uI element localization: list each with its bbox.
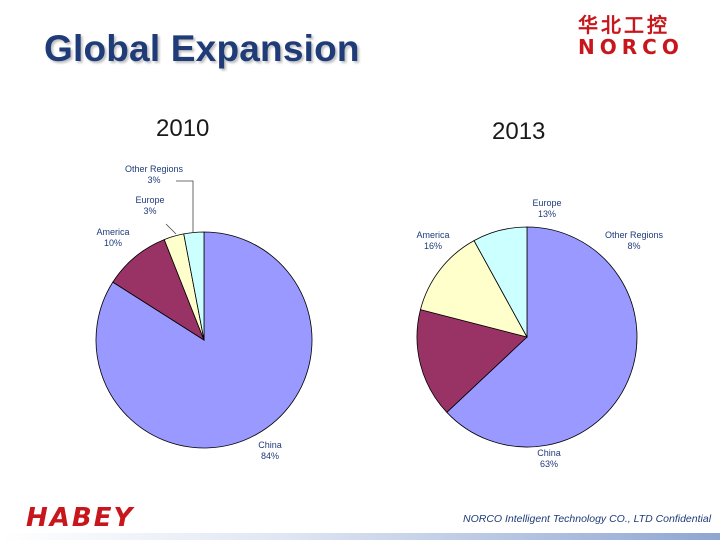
pie-slice-china [446,226,638,448]
slice-label-europe: Europe [532,198,561,208]
pie-slice-america [416,309,528,413]
footer-bar [0,533,720,540]
leader-line-europe [165,223,177,235]
pie-slice-other-regions [183,231,205,341]
slice-value-china: 84% [261,451,279,461]
chart-2010-title: 2010 [156,115,210,142]
pie-slice-other-regions [473,226,528,338]
slice-label-america: America [416,230,449,240]
slice-label-america: America [96,227,129,237]
slice-value-america: 10% [104,238,122,248]
slice-label-other-regions: Other Regions [605,230,664,240]
slide-title: Global Expansion [44,28,360,69]
pie-slice-europe [419,240,528,338]
chart-2013-title: 2013 [492,118,546,145]
norco-logo-cn: 华北工控 [578,13,670,37]
norco-logo: 华北工控 NORCO [578,14,686,64]
leader-line-other-regions [176,180,194,232]
slice-label-other-regions: Other Regions [125,164,184,174]
slice-label-europe: Europe [135,195,164,205]
slice-value-other-regions: 8% [627,241,640,251]
slice-value-other-regions: 3% [147,175,160,185]
slice-label-china: China [537,448,561,458]
slice-value-europe: 3% [143,206,156,216]
slice-label-china: China [258,440,282,450]
norco-logo-en: NORCO [578,35,684,59]
slice-value-china: 63% [540,459,558,469]
habey-logo: HABEY [26,503,135,533]
slice-value-america: 16% [424,241,442,251]
footer-confidential: NORCO Intelligent Technology CO., LTD Co… [463,513,712,525]
slice-value-europe: 13% [538,209,556,219]
